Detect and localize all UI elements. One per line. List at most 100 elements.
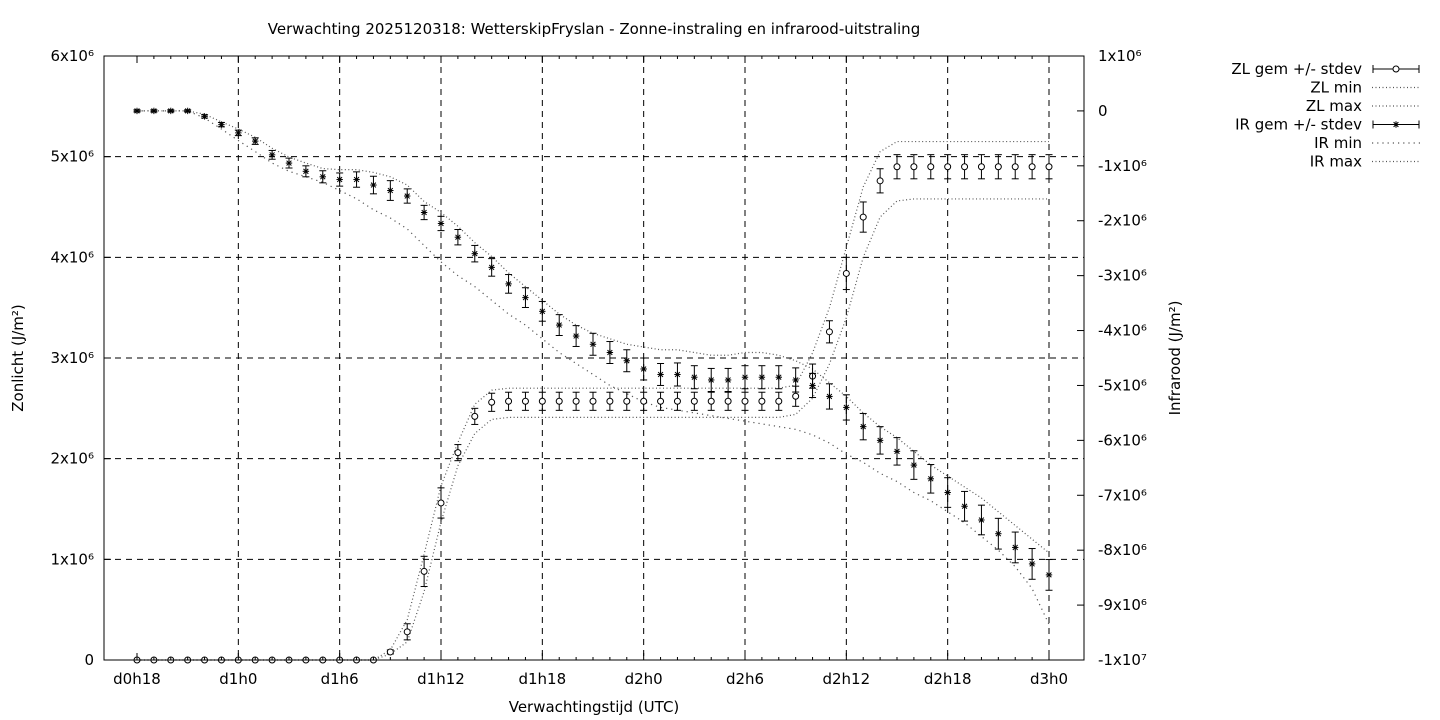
data-point-ir-gem-stdev bbox=[556, 321, 563, 329]
data-point-zl-gem-stdev bbox=[471, 412, 479, 420]
data-point-zl-gem-stdev bbox=[640, 397, 648, 405]
data-point-ir-gem-stdev bbox=[741, 374, 749, 381]
data-point-ir-gem-stdev bbox=[657, 371, 664, 378]
data-point-zl-gem-stdev bbox=[775, 397, 783, 405]
data-point-zl-gem-stdev bbox=[825, 328, 833, 336]
data-point-zl-gem-stdev bbox=[454, 449, 462, 457]
data-point-ir-gem-stdev bbox=[708, 376, 715, 384]
y-left-tick-label: 4x10⁶ bbox=[50, 248, 94, 266]
y-right-tick-label: -8x10⁶ bbox=[1098, 541, 1147, 559]
data-point-zl-gem-stdev bbox=[724, 397, 732, 405]
x-tick-label: d2h12 bbox=[822, 670, 870, 688]
data-point-ir-gem-stdev bbox=[505, 280, 512, 288]
data-point-zl-gem-stdev bbox=[623, 397, 631, 405]
data-point-zl-gem-stdev bbox=[690, 397, 698, 405]
data-point-zl-gem-stdev bbox=[1011, 163, 1019, 171]
data-point-zl-gem-stdev bbox=[606, 397, 614, 405]
data-point-ir-gem-stdev bbox=[285, 159, 293, 167]
y-right-tick-label: -4x10⁶ bbox=[1098, 322, 1147, 340]
data-point-zl-gem-stdev bbox=[538, 397, 546, 405]
data-point-ir-gem-stdev bbox=[826, 393, 833, 400]
data-point-ir-gem-stdev bbox=[420, 209, 428, 216]
x-tick-label: d1h0 bbox=[219, 670, 257, 688]
y-left-tick-label: 3x10⁶ bbox=[50, 349, 94, 367]
x-tick-label: d1h6 bbox=[321, 670, 359, 688]
data-point-ir-gem-stdev bbox=[1045, 571, 1053, 579]
data-point-ir-gem-stdev bbox=[235, 129, 242, 137]
data-point-zl-gem-stdev bbox=[994, 163, 1002, 171]
data-point-ir-gem-stdev bbox=[133, 107, 141, 115]
data-point-ir-gem-stdev bbox=[893, 448, 901, 455]
data-point-zl-gem-stdev bbox=[505, 397, 513, 405]
data-point-ir-gem-stdev bbox=[539, 308, 546, 315]
data-point-ir-gem-stdev bbox=[691, 374, 698, 381]
data-point-zl-gem-stdev bbox=[707, 397, 715, 405]
data-point-ir-gem-stdev bbox=[775, 374, 782, 381]
data-point-ir-gem-stdev bbox=[471, 250, 478, 257]
legend-label: IR min bbox=[1314, 134, 1362, 152]
data-point-zl-gem-stdev bbox=[673, 397, 681, 405]
data-point-ir-gem-stdev bbox=[268, 151, 276, 159]
data-point-zl-gem-stdev bbox=[758, 397, 766, 405]
data-point-zl-gem-stdev bbox=[555, 397, 563, 405]
series-line-zl-max bbox=[137, 140, 1049, 661]
series-line-ir-min bbox=[137, 110, 1050, 625]
data-point-ir-gem-stdev bbox=[809, 382, 816, 389]
data-point-zl-gem-stdev bbox=[386, 648, 394, 656]
y-right-tick-label: -6x10⁶ bbox=[1098, 431, 1147, 449]
x-tick-label: d2h6 bbox=[726, 670, 764, 688]
data-point-ir-gem-stdev bbox=[167, 107, 174, 115]
y-axis-left-label: Zonlicht (J/m²) bbox=[9, 304, 27, 412]
legend-label: IR gem +/- stdev bbox=[1235, 116, 1362, 134]
y-left-tick-label: 2x10⁶ bbox=[50, 450, 94, 468]
y-left-tick-label: 0 bbox=[84, 651, 94, 669]
data-point-ir-gem-stdev bbox=[404, 192, 411, 200]
data-point-zl-gem-stdev bbox=[1028, 163, 1036, 171]
x-axis-label: Verwachtingstijd (UTC) bbox=[509, 698, 680, 716]
data-point-zl-gem-stdev bbox=[403, 628, 411, 636]
data-point-ir-gem-stdev bbox=[150, 107, 158, 115]
legend-marker bbox=[1393, 121, 1399, 128]
data-point-zl-gem-stdev bbox=[842, 269, 850, 277]
data-point-ir-gem-stdev bbox=[522, 294, 529, 301]
data-point-ir-gem-stdev bbox=[674, 371, 681, 378]
chart-title: Verwachting 2025120318: WetterskipFrysla… bbox=[268, 20, 920, 38]
legend-marker bbox=[1392, 65, 1400, 73]
y-right-tick-label: 1x10⁶ bbox=[1098, 47, 1142, 65]
data-point-ir-gem-stdev bbox=[927, 475, 934, 482]
data-point-zl-gem-stdev bbox=[910, 163, 918, 171]
data-point-ir-gem-stdev bbox=[184, 107, 191, 115]
y-left-tick-label: 6x10⁶ bbox=[50, 47, 94, 65]
data-point-ir-gem-stdev bbox=[353, 176, 360, 183]
legend-label: ZL min bbox=[1310, 79, 1362, 97]
data-point-ir-gem-stdev bbox=[623, 357, 630, 364]
y-right-tick-label: -2x10⁶ bbox=[1098, 212, 1147, 230]
legend-label: ZL max bbox=[1306, 97, 1362, 115]
series-lines bbox=[137, 110, 1050, 661]
data-point-ir-gem-stdev bbox=[252, 137, 259, 145]
data-point-ir-gem-stdev bbox=[978, 516, 985, 524]
data-point-ir-gem-stdev bbox=[370, 181, 377, 189]
data-point-zl-gem-stdev bbox=[859, 213, 867, 221]
data-point-zl-gem-stdev bbox=[657, 397, 665, 405]
x-tick-label: d2h18 bbox=[924, 670, 972, 688]
data-point-zl-gem-stdev bbox=[589, 397, 597, 405]
legend-label: IR max bbox=[1310, 153, 1362, 171]
y-left-tick-label: 1x10⁶ bbox=[50, 550, 94, 568]
x-tick-label: d3h0 bbox=[1030, 670, 1068, 688]
series-line-zl-min bbox=[137, 198, 1049, 661]
data-point-ir-gem-stdev bbox=[387, 187, 394, 194]
data-point-ir-gem-stdev bbox=[589, 341, 597, 348]
data-point-zl-gem-stdev bbox=[944, 163, 952, 171]
data-point-ir-gem-stdev bbox=[792, 376, 799, 384]
x-tick-label: d0h18 bbox=[113, 670, 161, 688]
data-point-ir-gem-stdev bbox=[758, 374, 766, 381]
data-point-ir-gem-stdev bbox=[572, 332, 580, 340]
data-point-ir-gem-stdev bbox=[218, 121, 225, 128]
data-point-ir-gem-stdev bbox=[1012, 544, 1019, 551]
data-point-zl-gem-stdev bbox=[572, 397, 580, 405]
data-point-ir-gem-stdev bbox=[606, 349, 614, 356]
data-point-ir-gem-stdev bbox=[860, 423, 867, 430]
